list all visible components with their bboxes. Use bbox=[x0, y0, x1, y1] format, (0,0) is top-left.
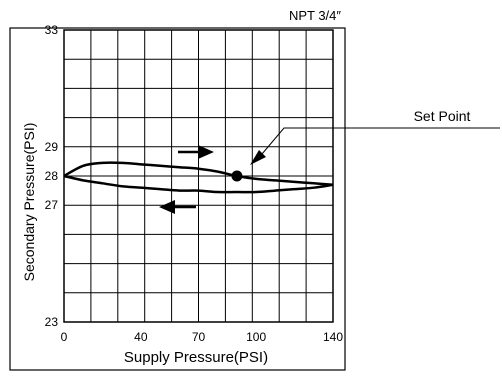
x-tick-labels: 0 40 70 100 140 bbox=[61, 330, 344, 344]
x-tick-label: 40 bbox=[134, 330, 148, 344]
left-arrow-icon bbox=[159, 200, 196, 214]
set-point-label: Set Point bbox=[414, 108, 471, 124]
set-point-arrowhead-icon bbox=[250, 150, 266, 165]
outer-frame bbox=[9, 27, 346, 371]
y-tick-label: 33 bbox=[45, 23, 59, 37]
series-line-increasing bbox=[63, 161, 334, 187]
set-point-leader-line bbox=[261, 127, 500, 155]
x-tick-label: 100 bbox=[246, 330, 266, 344]
plot-border bbox=[63, 29, 334, 323]
right-arrow-icon bbox=[178, 145, 214, 159]
chart-title: NPT 3/4″ bbox=[289, 8, 341, 23]
y-axis-label: Secondary Pressure(PSI) bbox=[21, 123, 37, 282]
series-group bbox=[63, 161, 334, 194]
set-point-marker bbox=[231, 170, 243, 182]
x-axis-label: Supply Pressure(PSI) bbox=[124, 349, 268, 366]
y-tick-label: 27 bbox=[45, 198, 59, 212]
series-line-decreasing bbox=[63, 174, 334, 194]
y-tick-label: 28 bbox=[45, 169, 59, 183]
y-tick-label: 29 bbox=[45, 140, 59, 154]
x-tick-label: 70 bbox=[192, 330, 206, 344]
y-tick-label: 23 bbox=[45, 315, 59, 329]
y-tick-labels: 33 29 28 27 23 bbox=[45, 23, 59, 329]
x-tick-label: 140 bbox=[323, 330, 343, 344]
x-tick-label: 0 bbox=[61, 330, 68, 344]
grid bbox=[64, 30, 333, 322]
